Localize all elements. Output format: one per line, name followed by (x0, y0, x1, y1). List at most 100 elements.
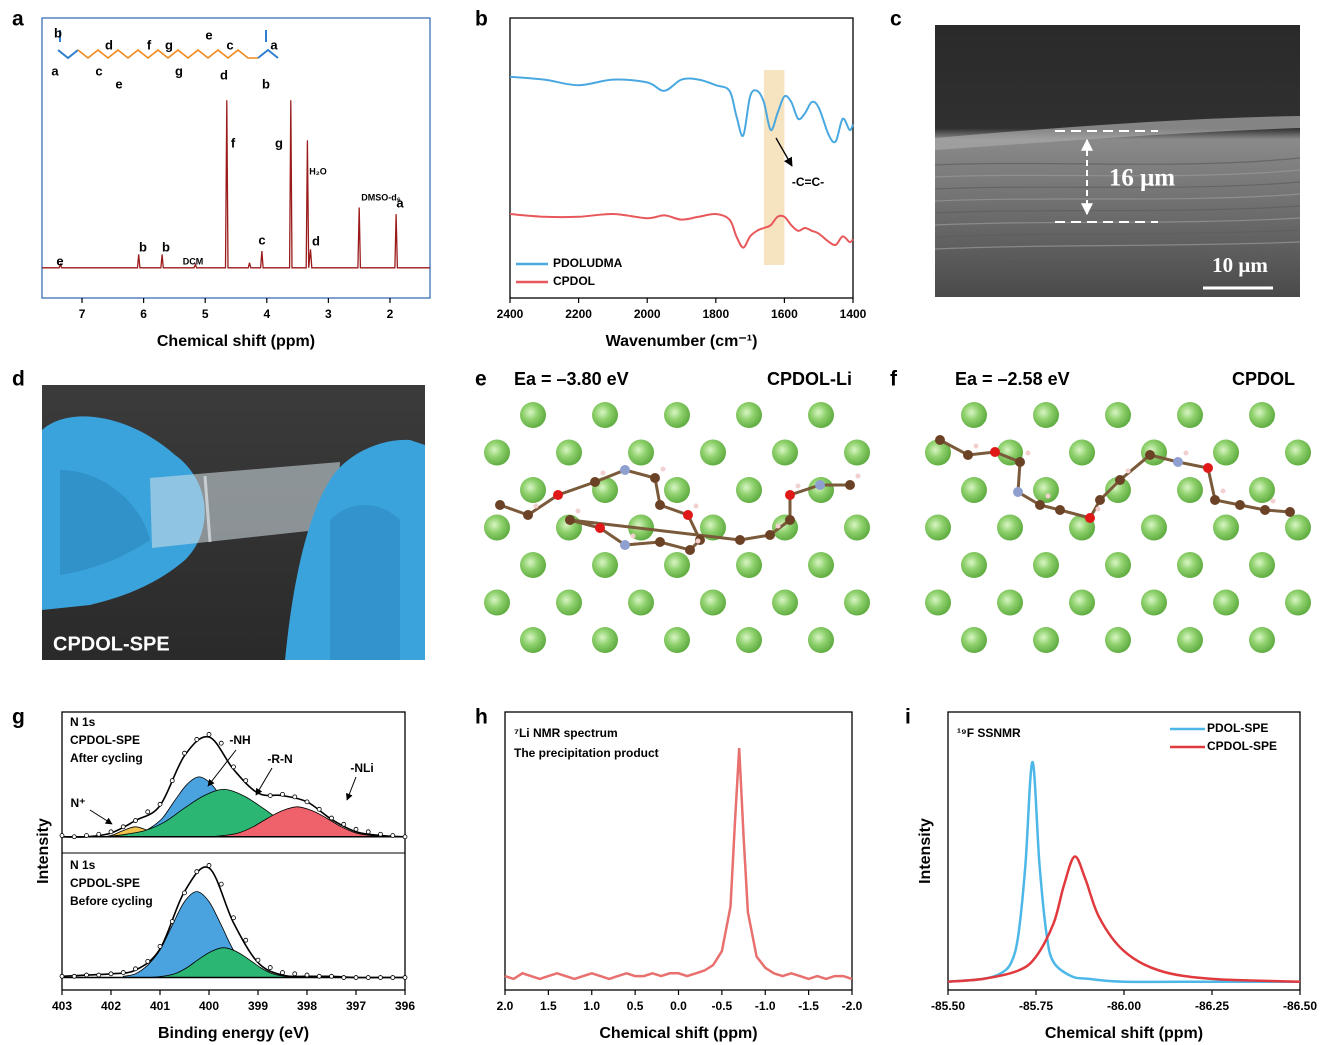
li-atom (484, 590, 510, 616)
li-atom (1033, 402, 1059, 428)
li-atom (1213, 590, 1239, 616)
data-point (268, 966, 272, 970)
data-point (72, 835, 76, 839)
molecule-double (60, 30, 266, 42)
h-atom (631, 534, 636, 539)
li-atom (736, 552, 762, 578)
li-atom (1141, 515, 1167, 541)
subplot-text: CPDOL-SPE (70, 876, 140, 890)
x-axis-title: Binding energy (eV) (158, 1025, 309, 1042)
h-atom (1184, 451, 1189, 456)
x-tick-label: 2000 (634, 307, 661, 321)
chain-atom (1235, 500, 1245, 510)
chain-atom (620, 465, 630, 475)
peak-label: b (162, 239, 170, 254)
li-atom (556, 440, 582, 466)
panel-letter: f (890, 368, 898, 391)
chain-atom (685, 545, 695, 555)
right-glove-shade (330, 505, 400, 660)
chain-atom (1013, 487, 1023, 497)
chain-atom (935, 435, 945, 445)
panel-letter: g (12, 706, 25, 729)
chain-atom (735, 535, 745, 545)
data-point (134, 819, 138, 823)
panel-letter: b (475, 8, 488, 31)
h-atom (576, 509, 581, 514)
x-tick-label: -1.5 (798, 999, 819, 1013)
li-atom (808, 402, 834, 428)
h-atom (776, 524, 781, 529)
x-tick-label: 0.5 (627, 999, 644, 1013)
x-tick-label: 1800 (702, 307, 729, 321)
plot-frame (948, 712, 1300, 990)
scale-label: 10 μm (1212, 253, 1268, 277)
plot-frame (42, 18, 430, 298)
legend-label: PDOL-SPE (1207, 721, 1268, 735)
data-point (97, 973, 101, 977)
li-atom (1249, 402, 1275, 428)
x-tick-label: 2 (387, 307, 394, 321)
series-line (948, 857, 1300, 982)
x-tick-label: 398 (297, 999, 317, 1013)
structure-label: g (165, 37, 173, 52)
data-point (183, 891, 187, 895)
panel-letter: a (12, 8, 24, 31)
chain-atom (963, 450, 973, 460)
peak-label: g (275, 135, 283, 150)
h-atom (1221, 489, 1226, 494)
x-tick-label: -85.50 (931, 999, 965, 1013)
series-line (505, 748, 852, 979)
li-atom (1285, 440, 1311, 466)
data-point (170, 779, 174, 783)
li-atom (1213, 515, 1239, 541)
li-atom (520, 627, 546, 653)
panel-text: ¹⁹F SSNMR (957, 726, 1021, 740)
data-point (342, 822, 346, 826)
li-atom (844, 440, 870, 466)
li-atom (1033, 477, 1059, 503)
spectrum-line (42, 100, 430, 268)
data-point (256, 958, 260, 962)
li-atom (1069, 440, 1095, 466)
chain-atom (683, 510, 693, 520)
li-atom (1249, 477, 1275, 503)
x-tick-label: 7 (79, 307, 86, 321)
li-atom (1249, 552, 1275, 578)
energy-label: Ea = –2.58 eV (955, 369, 1070, 389)
data-point (391, 834, 395, 838)
data-point (354, 827, 358, 831)
chain-atom (1055, 505, 1065, 515)
subplot-text: Before cycling (70, 894, 153, 908)
peak-label: f (231, 135, 236, 150)
li-atom (961, 402, 987, 428)
li-atom (961, 627, 987, 653)
li-atom (961, 552, 987, 578)
data-point (293, 795, 297, 799)
x-tick-label: 2400 (497, 307, 524, 321)
data-point (281, 971, 285, 975)
h-atom (696, 539, 701, 544)
li-atom (1033, 552, 1059, 578)
li-atom (997, 590, 1023, 616)
x-tick-label: 2.0 (497, 999, 514, 1013)
data-point (330, 816, 334, 820)
chain-atom (595, 523, 605, 533)
x-tick-label: -1.0 (755, 999, 776, 1013)
li-atom (925, 515, 951, 541)
panel-letter: i (905, 706, 911, 729)
h-atom (796, 484, 801, 489)
chain-atom (553, 490, 563, 500)
structure-label: g (175, 63, 183, 78)
chain-atom (1015, 457, 1025, 467)
li-atom (1285, 590, 1311, 616)
data-point (281, 792, 285, 796)
li-atom (1177, 627, 1203, 653)
x-tick-label: 5 (202, 307, 209, 321)
data-point (146, 959, 150, 963)
peak-label: b (139, 239, 147, 254)
data-point (330, 974, 334, 978)
data-point (317, 807, 321, 811)
data-point (379, 832, 383, 836)
data-point (195, 737, 199, 741)
panel-letter: h (475, 706, 488, 729)
